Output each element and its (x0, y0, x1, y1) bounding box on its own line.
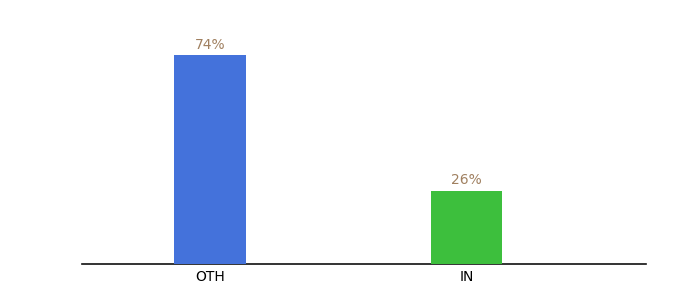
Bar (174, 55, 245, 264)
Text: 74%: 74% (194, 38, 225, 52)
Bar (430, 190, 503, 264)
Text: 26%: 26% (451, 173, 482, 187)
